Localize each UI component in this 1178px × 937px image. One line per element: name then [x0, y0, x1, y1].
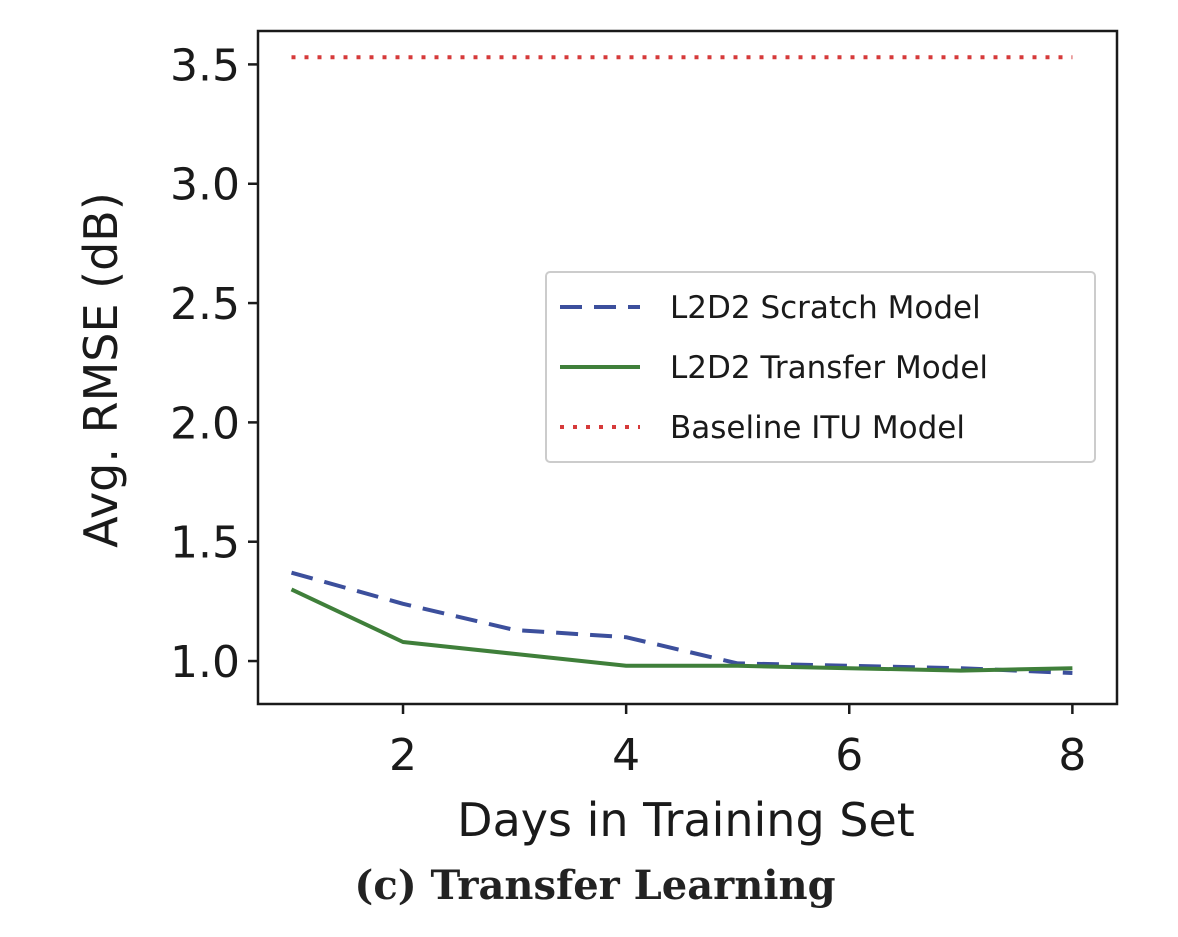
legend-box — [545, 271, 1096, 463]
plot-area-frame — [256, 29, 1119, 706]
series-group — [290, 55, 1073, 675]
ticks-group: 2 4 6 8 1.0 1.5 2.0 2.5 3.0 3.5 — [170, 40, 1086, 781]
y-tick-label: 1.5 — [170, 518, 240, 569]
y-axis-label: Avg. RMSE (dB) — [74, 192, 128, 548]
y-tick-label: 3.5 — [170, 40, 240, 91]
x-tick-label: 2 — [389, 730, 417, 781]
x-tick-label: 8 — [1058, 730, 1086, 781]
y-tick-label: 2.0 — [170, 398, 240, 449]
legend-label-1: L2D2 Scratch Model — [670, 290, 981, 326]
x-tick-label: 4 — [612, 730, 640, 781]
figure-caption: (c) Transfer Learning — [354, 862, 836, 909]
series-line-1 — [290, 570, 1073, 675]
series-line-2 — [290, 587, 1073, 673]
y-tick-label: 3.0 — [170, 160, 240, 211]
line-chart: 2 4 6 8 1.0 1.5 2.0 2.5 3.0 3.5 Days in Training … — [74, 29, 1119, 847]
legend-label-3: Baseline ITU Model — [670, 410, 965, 446]
y-tick-label: 1.0 — [170, 637, 240, 688]
x-tick-label: 6 — [835, 730, 863, 781]
x-axis-label: Days in Training Set — [457, 793, 915, 847]
legend-label-2: L2D2 Transfer Model — [670, 350, 988, 386]
y-tick-label: 2.5 — [170, 279, 240, 330]
legend: L2D2 Scratch Model L2D2 Transfer Model Bas… — [545, 271, 1096, 463]
